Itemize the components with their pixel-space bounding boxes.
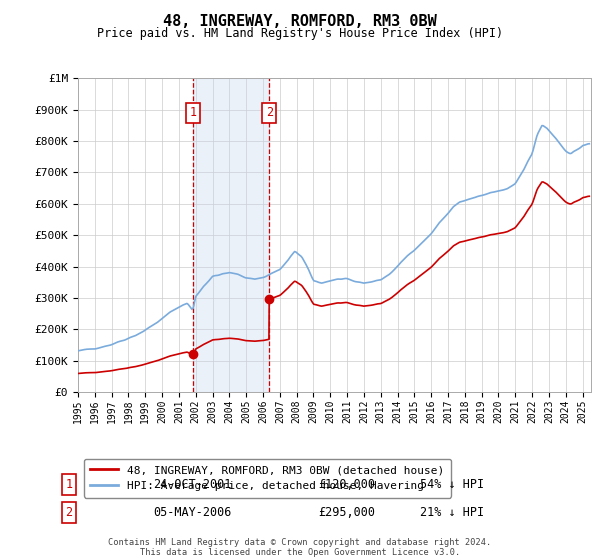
Text: 2: 2 (266, 106, 273, 119)
Text: 1: 1 (65, 478, 73, 491)
Text: 21% ↓ HPI: 21% ↓ HPI (420, 506, 484, 519)
Text: 2: 2 (65, 506, 73, 519)
Text: 54% ↓ HPI: 54% ↓ HPI (420, 478, 484, 491)
Text: 05-MAY-2006: 05-MAY-2006 (153, 506, 232, 519)
Text: Price paid vs. HM Land Registry's House Price Index (HPI): Price paid vs. HM Land Registry's House … (97, 27, 503, 40)
Text: 48, INGREWAY, ROMFORD, RM3 0BW: 48, INGREWAY, ROMFORD, RM3 0BW (163, 14, 437, 29)
Text: £120,000: £120,000 (318, 478, 375, 491)
Legend: 48, INGREWAY, ROMFORD, RM3 0BW (detached house), HPI: Average price, detached ho: 48, INGREWAY, ROMFORD, RM3 0BW (detached… (83, 459, 451, 498)
Text: £295,000: £295,000 (318, 506, 375, 519)
Text: 24-OCT-2001: 24-OCT-2001 (153, 478, 232, 491)
Text: 1: 1 (189, 106, 196, 119)
Bar (193, 78, 269, 392)
Text: Contains HM Land Registry data © Crown copyright and database right 2024.
This d: Contains HM Land Registry data © Crown c… (109, 538, 491, 557)
